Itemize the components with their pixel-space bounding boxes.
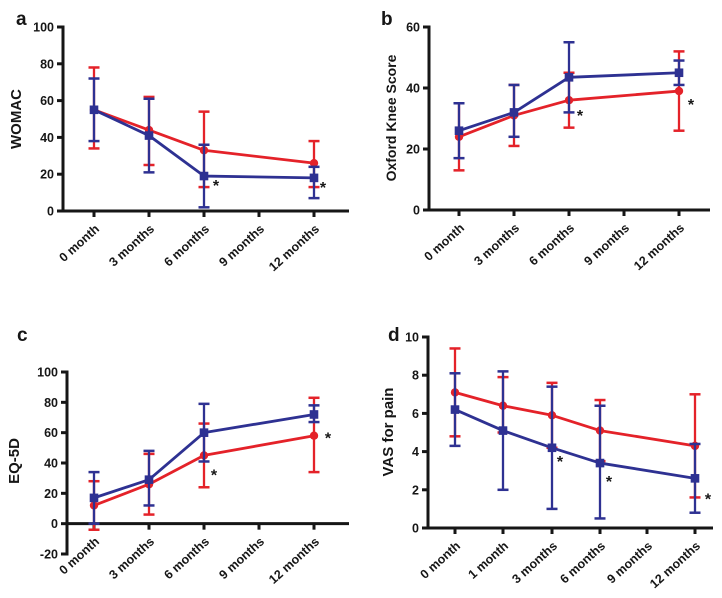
x-tick-label: 3 months: [509, 539, 560, 587]
blue-square-marker: [199, 428, 209, 437]
red-circle-marker: [309, 431, 319, 440]
x-tick-label: 0 month: [57, 534, 102, 577]
x-tick-label: 0 month: [422, 221, 467, 264]
x-tick-label: 9 months: [581, 221, 632, 269]
x-tick-label: 12 months: [266, 534, 322, 586]
x-tick-label: 6 months: [557, 539, 608, 587]
significance-asterisk: *: [688, 97, 695, 114]
significance-asterisk: *: [320, 180, 327, 197]
significance-asterisk: *: [705, 491, 712, 508]
y-axis-title: VAS for pain: [380, 388, 397, 477]
red-circle-marker: [674, 86, 684, 96]
blue-square-marker: [498, 426, 508, 435]
blue-square-marker: [144, 475, 154, 484]
blue-square-marker: [547, 443, 557, 453]
blue-series-line: [454, 408, 696, 480]
y-axis-title: EQ-5D: [6, 438, 23, 484]
blue-square-marker: [199, 171, 209, 181]
panel-a: 0 20 40 60 80 100 0 month 3 months 6 months 9 mon…: [0, 0, 361, 299]
x-tick-label: 6 months: [161, 222, 212, 270]
y-tick-label: 60: [40, 94, 54, 108]
y-tick-label: 0: [51, 517, 58, 531]
panel-letter: a: [16, 9, 27, 30]
y-tick-label: 2: [412, 483, 419, 497]
red-series-line: [454, 391, 696, 448]
x-tick-label: 1 month: [466, 539, 511, 582]
y-tick-label: 60: [406, 21, 420, 35]
panel-a-chart: 0 20 40 60 80 100 0 month 3 months 6 months 9 mon…: [8, 9, 349, 274]
red-series-line: [93, 108, 315, 165]
blue-series-line: [93, 413, 315, 500]
blue-square-marker: [450, 405, 460, 414]
blue-square-marker: [690, 474, 700, 483]
panel-c-chart: -20 0 20 40 60 80 100 0 month 3 months 6 months 9 …: [6, 325, 349, 587]
y-axis-title: WOMAC: [8, 89, 25, 149]
y-tick-label: 10: [405, 331, 419, 345]
x-tick-label: 9 months: [216, 534, 267, 582]
y-tick-label: 100: [33, 21, 54, 35]
significance-asterisk: *: [557, 454, 564, 471]
x-tick-label: 12 months: [266, 222, 322, 274]
y-tick-label: 6: [412, 407, 419, 421]
blue-square-marker: [564, 73, 574, 82]
panel-d: 0 2 4 6 8 10 0 month 1 month 3 months 6 months 9 m…: [361, 299, 722, 598]
x-tick-label: 9 months: [216, 222, 267, 270]
y-tick-label: 20: [44, 487, 58, 501]
y-tick-label: 20: [406, 143, 420, 157]
y-tick-label: 60: [44, 426, 58, 440]
y-axis-title: Oxford Knee Score: [383, 54, 399, 181]
y-tick-label: 40: [40, 131, 54, 145]
blue-square-marker: [89, 493, 99, 503]
significance-asterisk: *: [325, 431, 332, 448]
x-tick-label: 12 months: [647, 539, 703, 591]
y-tick-label: -20: [40, 548, 58, 562]
x-tick-label: 6 months: [161, 534, 212, 582]
x-tick-label: 3 months: [106, 222, 157, 270]
panel-b-chart: 0 20 40 60 0 month 3 months 6 months 9 months 12…: [381, 9, 710, 273]
y-tick-label: 8: [412, 369, 419, 383]
significance-asterisk: *: [577, 108, 584, 125]
x-tick-label: 12 months: [631, 221, 687, 273]
blue-square-marker: [309, 410, 319, 419]
y-tick-label: 40: [406, 82, 420, 96]
blue-square-marker: [454, 126, 464, 135]
x-tick-label: 3 months: [106, 534, 157, 582]
y-tick-label: 0: [47, 205, 54, 219]
significance-asterisk: *: [606, 474, 613, 491]
y-tick-label: 20: [40, 168, 54, 182]
blue-square-marker: [674, 68, 684, 78]
blue-series-line: [458, 71, 680, 133]
y-tick-label: 80: [40, 57, 54, 71]
panel-b: 0 20 40 60 0 month 3 months 6 months 9 months 12…: [361, 0, 722, 299]
significance-asterisk: *: [211, 467, 218, 484]
blue-square-marker: [144, 131, 154, 140]
y-tick-label: 100: [37, 366, 58, 380]
y-tick-label: 80: [44, 396, 58, 410]
red-circle-marker: [309, 158, 319, 168]
panel-letter: c: [17, 325, 28, 346]
significance-asterisk: *: [213, 178, 220, 195]
panel-letter: d: [388, 325, 400, 346]
blue-square-marker: [309, 173, 319, 183]
red-series-line: [458, 89, 680, 139]
y-tick-label: 4: [412, 445, 419, 459]
red-series-line: [93, 434, 315, 507]
blue-square-marker: [595, 458, 605, 468]
blue-series-line: [93, 108, 315, 180]
y-tick-label: 0: [412, 522, 419, 536]
x-tick-label: 6 months: [526, 221, 577, 269]
blue-square-marker: [89, 105, 99, 115]
x-tick-label: 0 month: [57, 222, 102, 265]
panel-c: -20 0 20 40 60 80 100 0 month 3 months 6 months 9 …: [0, 299, 361, 598]
x-tick-label: 3 months: [471, 221, 522, 269]
y-tick-label: 0: [413, 204, 420, 218]
x-tick-label: 0 month: [418, 539, 463, 582]
blue-square-marker: [509, 108, 519, 117]
panel-letter: b: [381, 9, 393, 30]
y-tick-label: 40: [44, 457, 58, 471]
